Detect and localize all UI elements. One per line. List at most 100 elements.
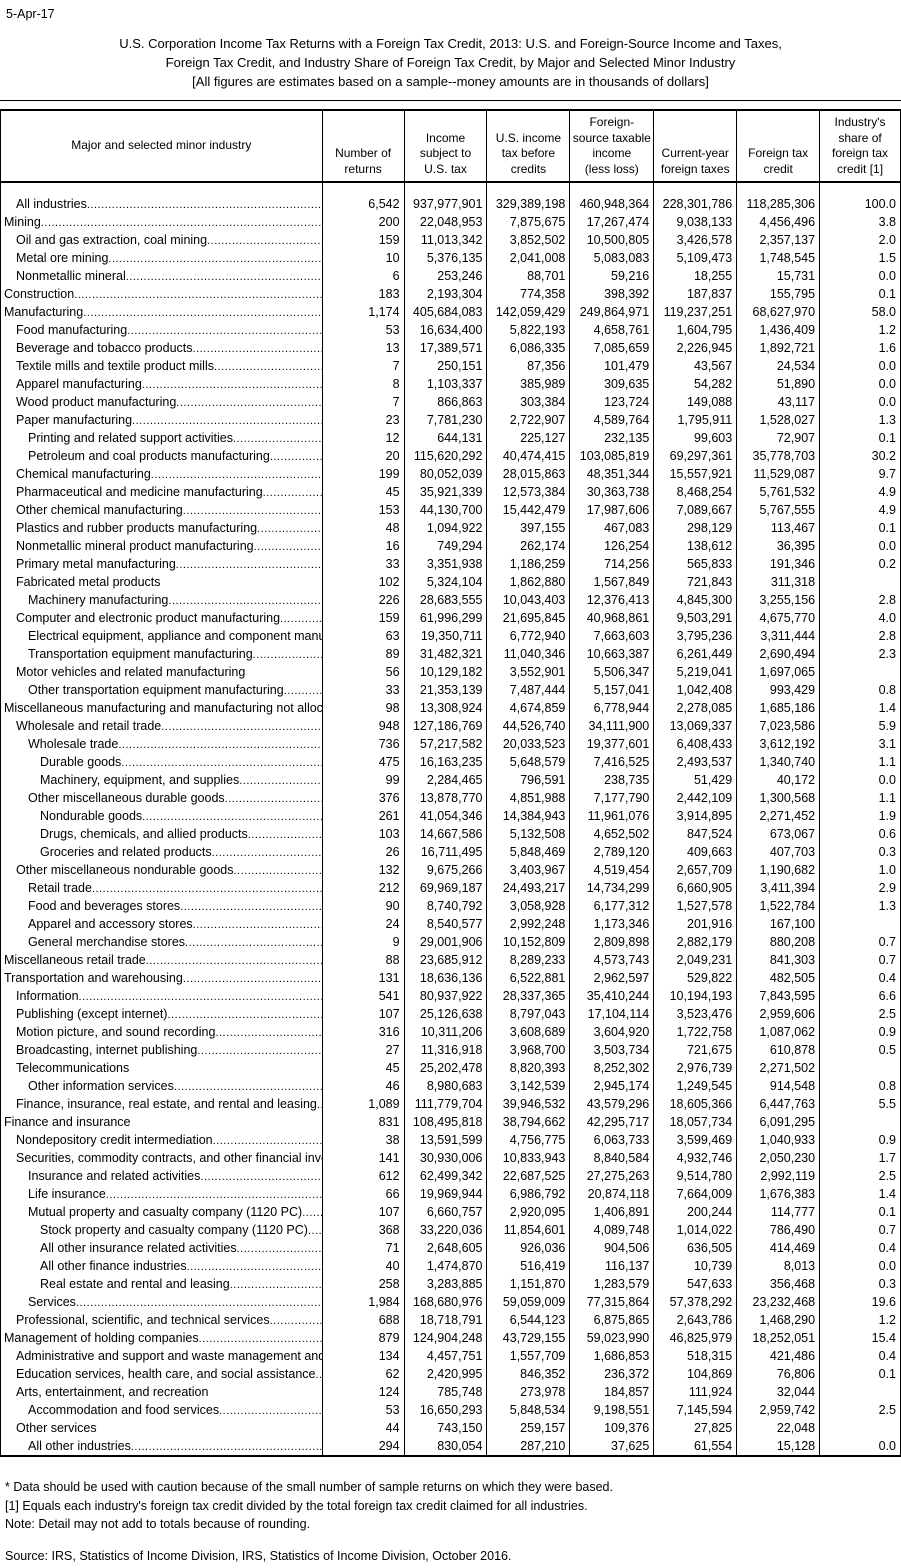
cell-number_of_returns: 258 [323, 1275, 405, 1293]
column-header-number-of-returns: Number of returns [323, 111, 405, 181]
cell-income_subject_to_us_tax: 3,283,885 [405, 1275, 488, 1293]
report-title: U.S. Corporation Income Tax Returns with… [0, 34, 901, 91]
cell-current_year_foreign_taxes: 721,843 [654, 573, 738, 591]
cell-foreign_source_taxable_income: 19,377,601 [570, 735, 655, 753]
cell-current_year_foreign_taxes: 5,109,473 [654, 249, 738, 267]
cell-current_year_foreign_taxes: 8,468,254 [654, 483, 738, 501]
cell-us_income_tax_before_credits: 774,358 [487, 285, 571, 303]
cell-industry_share_of_ftc: 0.3 [820, 843, 901, 861]
cell-number_of_returns: 24 [323, 915, 405, 933]
cell-industry_share_of_ftc: 0.0 [820, 1437, 901, 1455]
cell-foreign_source_taxable_income: 43,579,296 [570, 1095, 655, 1113]
cell-industry_share_of_ftc: 15.4 [820, 1329, 901, 1347]
cell-foreign_tax_credit: 3,255,156 [737, 591, 821, 609]
cell-industry_share_of_ftc: 19.6 [820, 1293, 901, 1311]
table-row: Other information services 468,980,6833,1… [0, 1077, 901, 1095]
table-row: Printing and related support activities 1… [0, 429, 901, 447]
cell-foreign_source_taxable_income: 7,663,603 [570, 627, 655, 645]
cell-us_income_tax_before_credits: 7,875,675 [487, 213, 571, 231]
cell-number_of_returns: 1,174 [323, 303, 405, 321]
cell-income_subject_to_us_tax: 111,779,704 [405, 1095, 488, 1113]
cell-industry_share_of_ftc: 2.5 [820, 1401, 901, 1419]
cell-current_year_foreign_taxes: 1,249,545 [654, 1077, 738, 1095]
cell-foreign_tax_credit: 113,467 [737, 519, 821, 537]
table-row: Finance, insurance, real estate, and ren… [0, 1095, 901, 1113]
cell-current_year_foreign_taxes: 27,825 [654, 1419, 738, 1437]
cell-industry_share_of_ftc: 1.5 [820, 249, 901, 267]
cell-us_income_tax_before_credits: 14,384,943 [487, 807, 571, 825]
cell-foreign_tax_credit: 1,697,065 [737, 663, 821, 681]
cell-foreign_tax_credit: 2,992,119 [737, 1167, 821, 1185]
cell-current_year_foreign_taxes: 1,014,022 [654, 1221, 738, 1239]
dot-leader [142, 809, 321, 825]
cell-foreign_tax_credit: 610,878 [737, 1041, 821, 1059]
cell-foreign_tax_credit: 5,767,555 [737, 501, 821, 519]
cell-current_year_foreign_taxes: 4,932,746 [654, 1149, 738, 1167]
table-row: All other finance industries 401,474,8705… [0, 1257, 901, 1275]
cell-number_of_returns: 10 [323, 249, 405, 267]
dot-leader [237, 1241, 322, 1257]
table-row: Nondepository credit intermediation 3813,… [0, 1131, 901, 1149]
cell-foreign_source_taxable_income: 37,625 [570, 1437, 655, 1455]
cell-us_income_tax_before_credits: 2,041,008 [487, 249, 571, 267]
cell-us_income_tax_before_credits: 43,729,155 [487, 1329, 571, 1347]
table-row: Insurance and related activities 61262,49… [0, 1167, 901, 1185]
table-row: Telecommunications 45 25,202,478 8,820,393 8… [0, 1059, 901, 1077]
dot-leader [257, 521, 322, 537]
cell-foreign_tax_credit: 1,685,186 [737, 699, 821, 717]
dot-leader [239, 773, 321, 789]
cell-number_of_returns: 736 [323, 735, 405, 753]
cell-number_of_returns: 66 [323, 1185, 405, 1203]
cell-income_subject_to_us_tax: 2,648,605 [405, 1239, 488, 1257]
industry-label-text: All other finance industries [40, 1259, 187, 1273]
industry-label-text: Motor vehicles and related manufacturing [16, 665, 246, 679]
cell-industry_share_of_ftc [820, 1419, 901, 1437]
dot-leader [193, 341, 322, 357]
table-row: Wholesale trade 73657,217,58220,033,52319… [0, 735, 901, 753]
cell-number_of_returns: 45 [323, 483, 405, 501]
cell-foreign_source_taxable_income: 34,111,900 [570, 717, 655, 735]
cell-number_of_returns: 53 [323, 321, 405, 339]
cell-income_subject_to_us_tax: 830,054 [405, 1437, 488, 1455]
cell-number_of_returns: 107 [323, 1203, 405, 1221]
cell-income_subject_to_us_tax: 9,675,266 [405, 861, 488, 879]
industry-label-text: Other services [16, 1421, 97, 1435]
cell-foreign_source_taxable_income: 27,275,263 [570, 1167, 655, 1185]
cell-us_income_tax_before_credits: 5,822,193 [487, 321, 571, 339]
cell-current_year_foreign_taxes: 2,493,537 [654, 753, 738, 771]
cell-industry_share_of_ftc: 2.3 [820, 645, 901, 663]
industry-label: Oil and gas extraction, coal mining [1, 231, 323, 249]
table-row: Broadcasting, internet publishing 2711,31… [0, 1041, 901, 1059]
cell-foreign_tax_credit: 2,050,230 [737, 1149, 821, 1167]
cell-number_of_returns: 134 [323, 1347, 405, 1365]
industry-label-text: Apparel and accessory stores [28, 917, 193, 931]
cell-industry_share_of_ftc: 0.9 [820, 1023, 901, 1041]
cell-foreign_tax_credit: 36,395 [737, 537, 821, 555]
cell-number_of_returns: 88 [323, 951, 405, 969]
industry-label-text: Finance and insurance [4, 1115, 131, 1129]
cell-current_year_foreign_taxes: 7,089,667 [654, 501, 738, 519]
industry-label-text: Accommodation and food services [28, 1403, 220, 1417]
dot-leader [76, 1295, 322, 1311]
industry-label-text: Professional, scientific, and technical … [16, 1313, 270, 1327]
source-line: Source: IRS, Statistics of Income Divisi… [5, 1549, 512, 1563]
dot-leader [219, 1403, 322, 1419]
industry-label-text: Transportation and warehousing [4, 971, 183, 985]
data-table: Major and selected minor industry Number… [0, 100, 901, 1457]
table-row: Nondurable goods26141,054,34614,384,9431… [0, 807, 901, 825]
cell-current_year_foreign_taxes: 18,605,366 [654, 1095, 738, 1113]
dot-leader [280, 611, 322, 627]
table-row: General merchandise stores 929,001,90610,… [0, 933, 901, 951]
cell-us_income_tax_before_credits: 8,289,233 [487, 951, 571, 969]
cell-number_of_returns: 48 [323, 519, 405, 537]
dot-leader [230, 1277, 322, 1293]
cell-foreign_tax_credit: 6,091,295 [737, 1113, 821, 1131]
industry-label-text: Arts, entertainment, and recreation [16, 1385, 209, 1399]
cell-number_of_returns: 33 [323, 681, 405, 699]
industry-label-text: Education services, health care, and soc… [16, 1367, 316, 1381]
cell-foreign_source_taxable_income: 460,948,364 [570, 195, 655, 213]
cell-number_of_returns: 132 [323, 861, 405, 879]
cell-foreign_source_taxable_income: 11,961,076 [570, 807, 655, 825]
cell-income_subject_to_us_tax: 253,246 [405, 267, 488, 285]
cell-us_income_tax_before_credits: 8,820,393 [487, 1059, 571, 1077]
